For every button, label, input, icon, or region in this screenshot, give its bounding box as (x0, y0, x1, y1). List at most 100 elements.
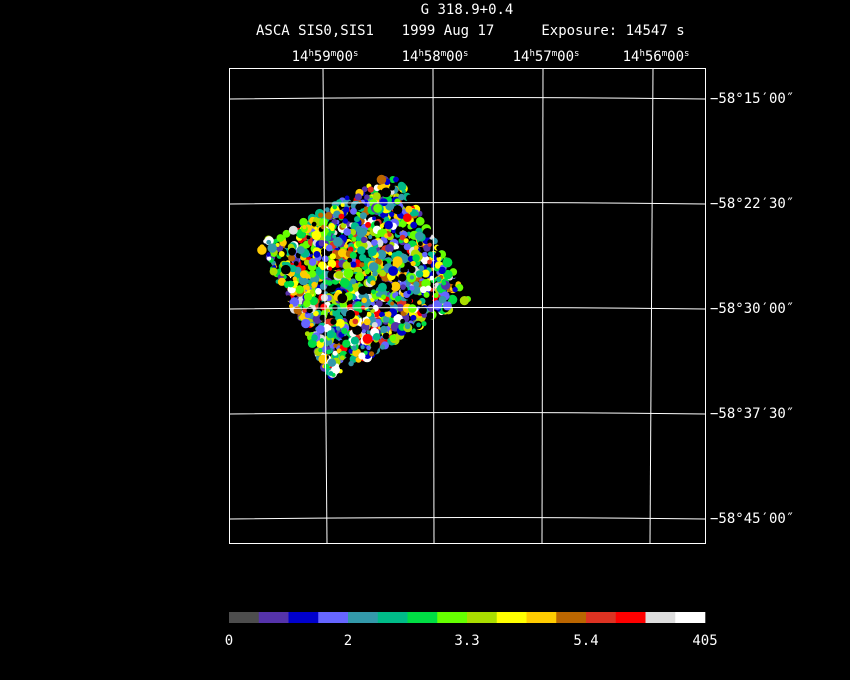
speckle (288, 225, 298, 235)
speckle (308, 270, 317, 278)
speckle (428, 296, 434, 301)
speckle (415, 216, 425, 226)
speckle (278, 251, 285, 257)
speckle (359, 262, 365, 268)
speckle (436, 256, 442, 262)
speckle (408, 266, 416, 274)
speckle (414, 211, 419, 216)
speckle (303, 299, 311, 308)
speckle (413, 245, 419, 251)
speckle (416, 322, 421, 328)
speckle (332, 350, 338, 356)
speckle (303, 292, 313, 301)
speckle (332, 234, 337, 239)
speckle (447, 294, 458, 305)
speckle (367, 186, 374, 193)
speckle (397, 181, 406, 190)
speckle (421, 269, 430, 278)
speckle (309, 322, 314, 327)
speckle (417, 300, 422, 305)
speckle (316, 325, 325, 334)
speckle (371, 289, 376, 295)
speckle (409, 285, 415, 291)
speckle (399, 234, 406, 241)
speckle (358, 352, 366, 360)
speckle (371, 322, 378, 328)
speckle (385, 311, 392, 318)
speckle (345, 309, 356, 320)
speckle (372, 216, 377, 221)
speckle (400, 318, 405, 324)
speckle (450, 278, 457, 286)
speckle (413, 281, 420, 288)
speckle (375, 300, 383, 307)
speckle (350, 278, 357, 285)
colorbar-swatch (496, 612, 527, 623)
speckle (379, 269, 387, 277)
speckle (320, 294, 328, 302)
speckle (324, 338, 333, 346)
speckle (435, 263, 441, 269)
speckle (276, 234, 285, 242)
speckle (318, 212, 324, 218)
speckle (377, 282, 387, 292)
speckle (328, 266, 333, 271)
speckle (362, 333, 373, 344)
speckle (372, 192, 381, 201)
speckle (330, 226, 335, 232)
speckle (302, 308, 308, 313)
speckle (389, 184, 395, 191)
speckle (343, 228, 352, 236)
speckle (301, 318, 311, 329)
speckle (381, 294, 386, 300)
colorbar-swatch (288, 612, 319, 623)
xray-image (257, 173, 471, 380)
speckle (426, 312, 434, 320)
speckle (326, 280, 333, 286)
speckle (410, 221, 418, 229)
speckle (304, 312, 311, 319)
speckle (404, 323, 411, 330)
speckle (347, 257, 353, 263)
speckle (350, 207, 357, 215)
speckle (326, 349, 331, 355)
speckle (342, 339, 351, 348)
speckle (382, 315, 390, 323)
speckle (407, 298, 413, 304)
speckle (351, 236, 357, 242)
speckle (315, 288, 322, 295)
speckle (372, 270, 378, 277)
speckle (382, 332, 390, 340)
speckle (327, 358, 337, 367)
speckle (403, 213, 412, 222)
colorbar-label: 405 (692, 633, 717, 649)
speckle (342, 218, 348, 224)
speckle (425, 285, 432, 292)
speckle (304, 331, 310, 337)
speckle (459, 296, 469, 306)
speckle (293, 306, 302, 315)
speckle (315, 268, 323, 276)
speckle (335, 270, 344, 279)
speckle (393, 205, 403, 215)
speckle (342, 198, 352, 209)
speckle (333, 236, 343, 247)
speckle (337, 293, 348, 304)
speckle (319, 314, 326, 321)
speckle (357, 246, 366, 255)
speckle (433, 292, 439, 298)
speckle (336, 348, 342, 354)
speckle (374, 220, 380, 227)
speckle (442, 301, 452, 311)
colorbar-label: 3.3 (454, 633, 479, 649)
ra-grid-line (432, 67, 435, 544)
speckle (436, 245, 442, 251)
speckle (354, 216, 360, 223)
speckle (335, 326, 341, 331)
speckle (403, 267, 408, 273)
speckle (418, 265, 425, 272)
speckle (369, 351, 375, 357)
speckle (420, 286, 427, 294)
dec-label: −58°15′00″ (710, 91, 794, 107)
